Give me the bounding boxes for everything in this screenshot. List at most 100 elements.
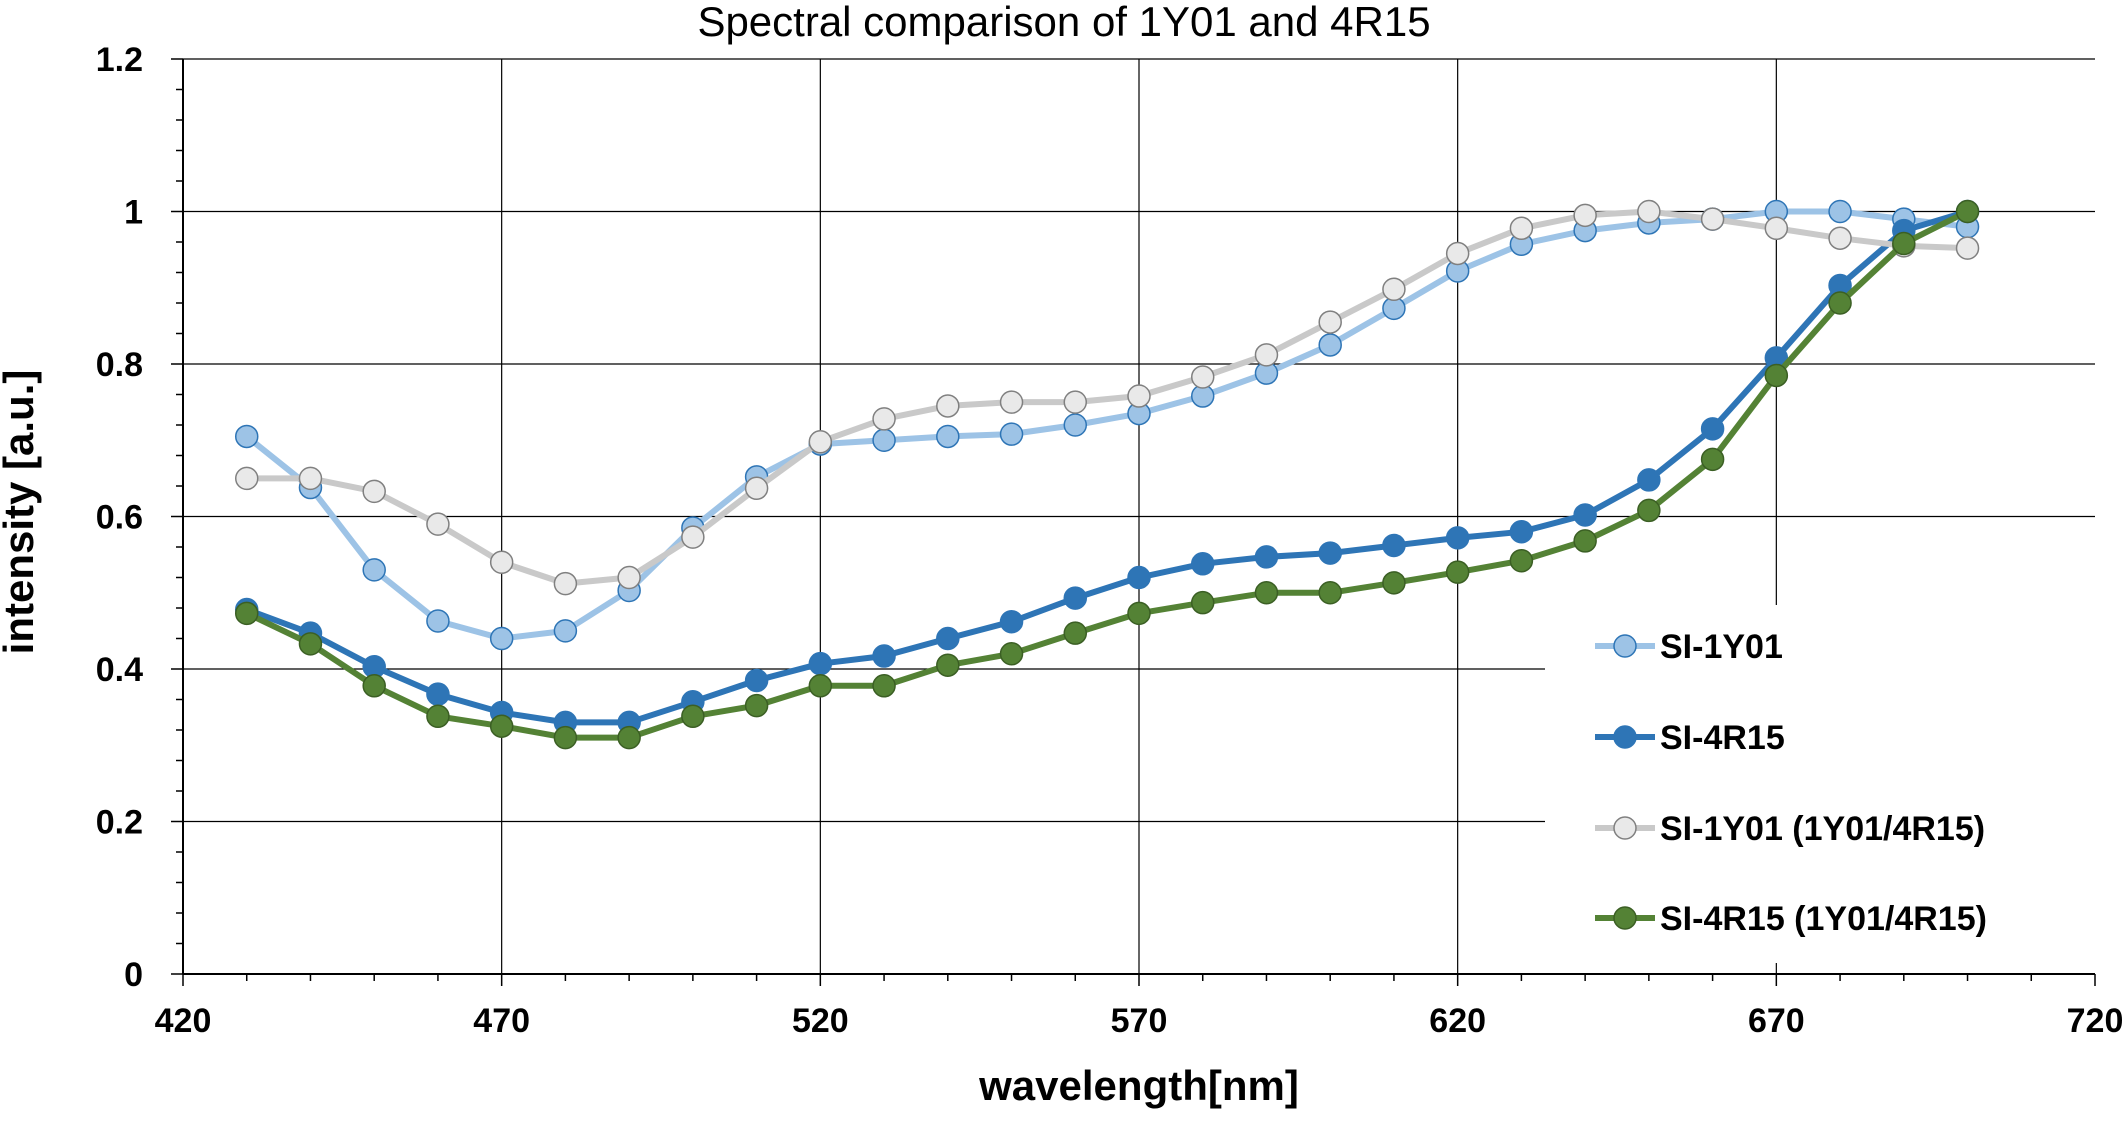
data-point: [1892, 231, 1916, 256]
legend-marker: [1613, 725, 1637, 749]
data-point: [872, 407, 896, 431]
data-point: [1445, 560, 1470, 584]
data-point: [1573, 529, 1597, 553]
y-tick-label: 1: [124, 194, 143, 232]
y-tick-label: 0: [124, 956, 143, 994]
data-point: [1828, 291, 1852, 315]
x-tick-label: 570: [1111, 1002, 1168, 1040]
legend-item-4: SI-4R15 (1Y01/4R15): [1595, 900, 1987, 938]
data-point: [936, 424, 960, 449]
legend-item-2: SI-4R15: [1595, 719, 1785, 757]
x-tick-label: 620: [1429, 1002, 1486, 1040]
data-point: [426, 609, 450, 633]
data-point: [1063, 621, 1088, 645]
data-point: [426, 704, 450, 729]
series-line: [246, 208, 1968, 587]
legend-marker: [1613, 906, 1637, 930]
data-point: [936, 626, 960, 651]
data-point: [936, 394, 960, 418]
data-point: [617, 565, 641, 590]
data-point: [744, 693, 769, 718]
data-point: [553, 619, 578, 643]
data-point: [1190, 365, 1215, 389]
data-point: [1063, 586, 1088, 610]
series-4: [234, 199, 1980, 750]
data-point: [1382, 571, 1406, 595]
data-point: [1700, 447, 1725, 472]
legend-label: SI-4R15: [1660, 719, 1785, 757]
data-point: [489, 550, 514, 574]
data-point: [553, 725, 578, 750]
data-point: [999, 390, 1024, 414]
chart-title: Spectral comparison of 1Y01 and 4R15: [697, 0, 1430, 45]
data-point: [1190, 552, 1215, 576]
data-point: [1063, 413, 1088, 437]
data-point: [1127, 601, 1151, 626]
data-point: [1254, 545, 1279, 569]
data-point: [1509, 548, 1534, 573]
data-point: [1573, 203, 1597, 228]
x-tick-label: 520: [792, 1002, 849, 1040]
y-tick-label: 1.2: [96, 41, 143, 79]
data-point: [234, 466, 259, 491]
x-tick-label: 670: [1748, 1002, 1805, 1040]
data-point: [1764, 363, 1789, 388]
data-point: [1127, 565, 1151, 590]
y-tick-label: 0.2: [96, 804, 143, 842]
data-point: [1190, 590, 1215, 615]
data-point: [999, 609, 1024, 634]
y-tick-label: 0.6: [96, 499, 143, 537]
data-point: [999, 642, 1024, 666]
data-point: [1637, 498, 1661, 523]
data-point: [362, 558, 386, 582]
data-point: [808, 674, 833, 698]
legend-background: [1545, 605, 2105, 963]
data-point: [1955, 236, 1980, 260]
legend-label: SI-1Y01: [1660, 628, 1783, 666]
data-point: [808, 651, 833, 676]
data-point: [872, 428, 896, 452]
data-point: [936, 653, 960, 677]
data-point: [362, 479, 386, 504]
data-point: [298, 632, 323, 656]
data-point: [1318, 581, 1342, 605]
x-axis-label: wavelength[nm]: [978, 1062, 1299, 1109]
series-line: [245, 208, 1969, 726]
data-point: [1318, 333, 1342, 357]
data-point: [1764, 216, 1789, 241]
y-tick-label: 0.4: [96, 651, 143, 689]
x-tick-label: 420: [155, 1002, 212, 1040]
legend-label: SI-4R15 (1Y01/4R15): [1660, 900, 1987, 938]
legend-marker: [1613, 634, 1637, 658]
data-point: [1254, 581, 1279, 605]
data-point: [1828, 199, 1852, 224]
data-point: [1063, 390, 1088, 414]
data-point: [1637, 199, 1661, 224]
x-tick-label: 470: [473, 1002, 530, 1040]
data-point: [1955, 199, 1980, 224]
series-3: [234, 199, 1980, 596]
data-point: [1318, 541, 1342, 565]
y-tick-label: 0.8: [96, 346, 143, 384]
data-point: [1318, 310, 1342, 334]
data-point: [872, 674, 896, 698]
data-point: [808, 430, 833, 454]
data-point: [744, 476, 769, 501]
data-point: [744, 668, 769, 693]
tick-labels: 0 0.2 0.4 0.6 0.8 1 1.2 420 470 520 570 620 670 720: [96, 41, 2124, 1040]
data-point: [1254, 343, 1279, 367]
data-point: [1637, 468, 1661, 492]
data-point: [1700, 417, 1725, 441]
data-point: [1127, 384, 1151, 408]
data-point: [1382, 277, 1406, 302]
data-point: [681, 525, 705, 549]
series-line: [245, 208, 1969, 741]
x-tick-label: 720: [2067, 1002, 2124, 1040]
legend-marker: [1613, 816, 1637, 840]
axes: [171, 58, 2096, 986]
legend-item-3: SI-1Y01 (1Y01/4R15): [1595, 810, 1985, 848]
legend-label: SI-1Y01 (1Y01/4R15): [1660, 810, 1985, 848]
data-point: [1509, 520, 1534, 544]
data-point: [426, 512, 450, 536]
